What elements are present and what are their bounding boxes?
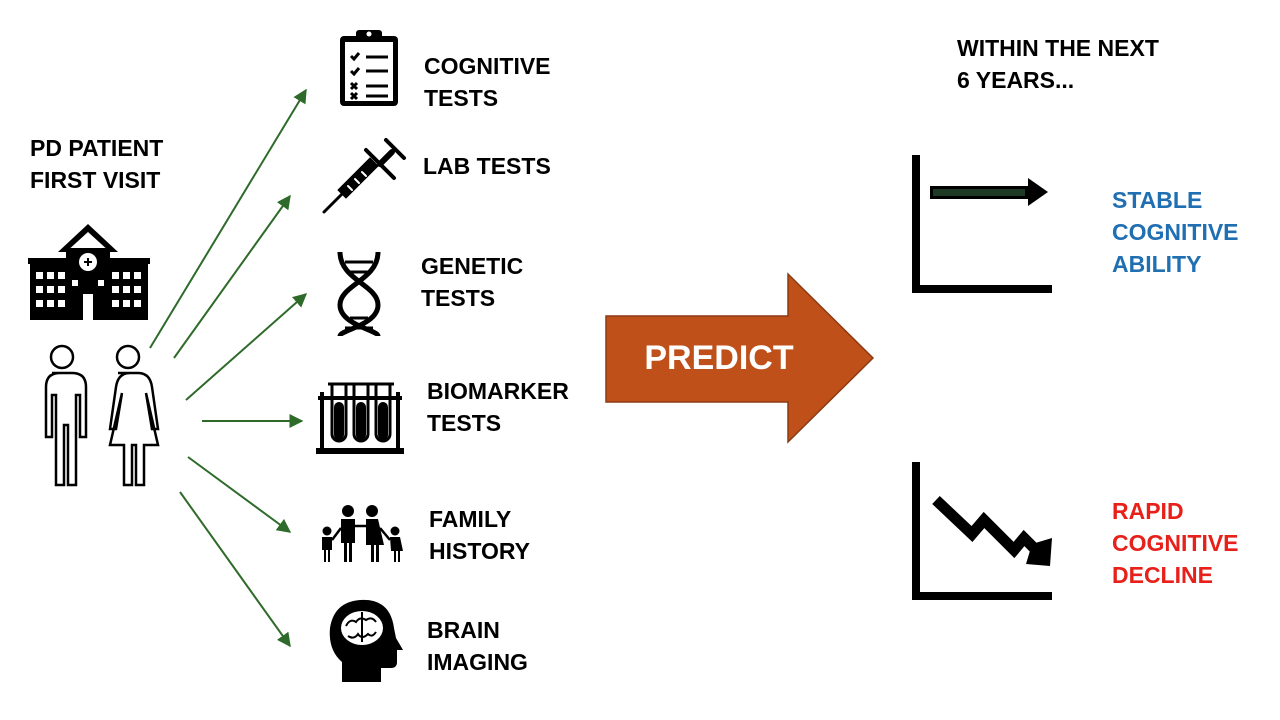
syringe-icon	[322, 138, 406, 214]
test-tubes-icon	[316, 382, 404, 454]
patient-label: PD PATIENT FIRST VISIT	[30, 135, 164, 193]
genetic-tests-label: GENETIC TESTS	[421, 253, 524, 311]
stable-trend-chart-icon	[912, 155, 1052, 293]
timeframe-label: WITHIN THE NEXT 6 YEARS...	[957, 35, 1159, 93]
predict-label: PREDICT	[644, 339, 794, 377]
family-history-label: FAMILY HISTORY	[429, 506, 530, 564]
arrow-to-lab	[173, 194, 291, 359]
arrow-to-genetic	[185, 293, 308, 401]
arrow-to-family	[187, 456, 292, 533]
patients-icon	[44, 344, 160, 487]
cognitive-tests-label: COGNITIVE TESTS	[424, 53, 551, 111]
family-icon	[322, 505, 403, 562]
declining-trend-chart-icon	[912, 462, 1052, 600]
arrow-to-cognitive	[149, 88, 307, 349]
input-arrows	[149, 88, 308, 648]
biomarker-tests-label: BIOMARKER TESTS	[427, 378, 569, 436]
dna-icon	[337, 251, 381, 338]
clipboard-icon	[340, 30, 398, 106]
hospital-icon	[28, 224, 150, 320]
brain-imaging-label: BRAIN IMAGING	[427, 617, 528, 675]
decline-outcome-label: RAPID COGNITIVE DECLINE	[1112, 498, 1239, 588]
brain-head-icon	[329, 599, 403, 682]
arrow-to-imaging	[179, 491, 291, 648]
stable-outcome-label: STABLE COGNITIVE ABILITY	[1112, 187, 1239, 277]
predict-arrow	[605, 272, 875, 444]
lab-tests-label: LAB TESTS	[423, 153, 551, 179]
